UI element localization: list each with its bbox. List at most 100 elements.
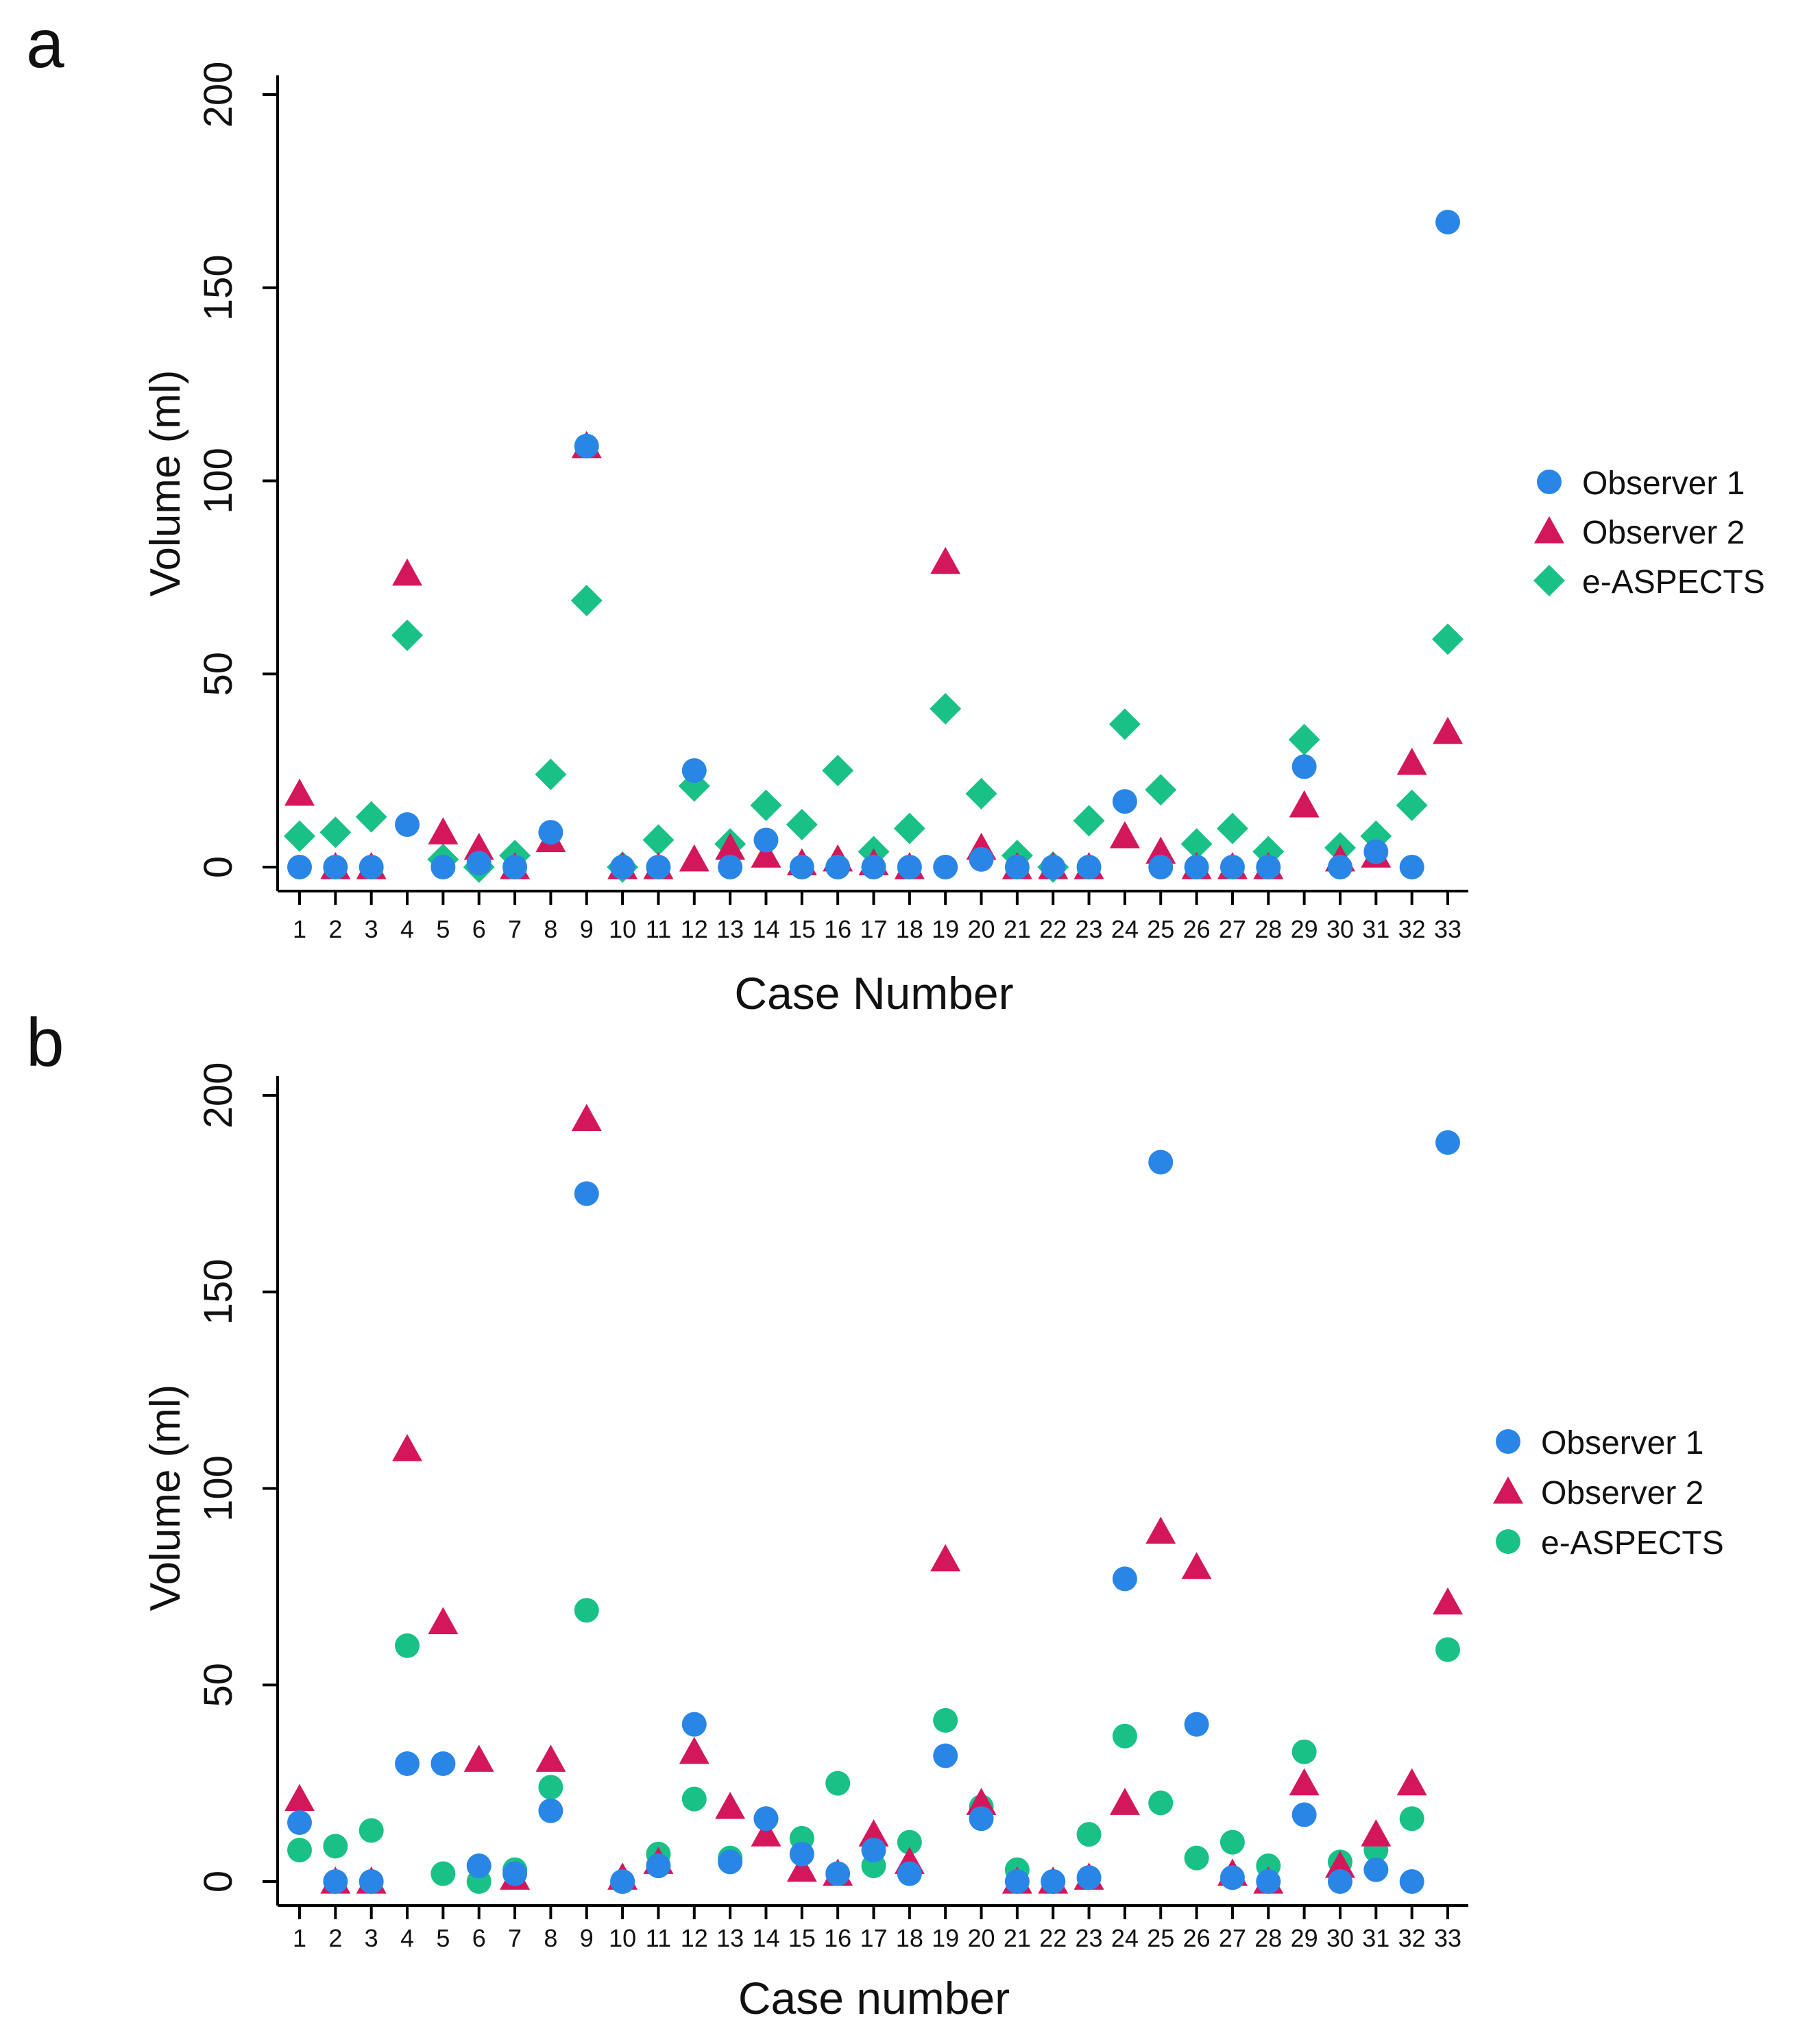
legend-marker bbox=[1533, 565, 1565, 596]
y-ticks: 0 50 100 150 200 bbox=[196, 1062, 278, 1893]
legend: Observer 1 Observer 2 e-ASPECTS bbox=[1493, 1425, 1724, 1561]
data-point bbox=[1184, 855, 1209, 879]
x-tick-label: 3 bbox=[365, 1924, 378, 1952]
y-tick-label: 200 bbox=[196, 1062, 241, 1129]
data-point bbox=[1289, 1768, 1320, 1796]
x-tick-label: 13 bbox=[716, 1924, 744, 1952]
data-point bbox=[1432, 623, 1464, 655]
x-tick-label: 13 bbox=[716, 915, 744, 943]
data-point bbox=[897, 1829, 922, 1855]
data-point bbox=[1148, 855, 1174, 879]
data-point bbox=[1184, 1845, 1209, 1871]
data-point bbox=[535, 758, 567, 790]
data-point bbox=[861, 1838, 886, 1863]
x-tick-label: 11 bbox=[646, 1924, 671, 1952]
data-point bbox=[1396, 789, 1428, 821]
x-tick-label: 29 bbox=[1291, 1924, 1318, 1952]
y-tick-label: 0 bbox=[196, 1871, 241, 1893]
data-point bbox=[571, 1104, 602, 1132]
data-point bbox=[969, 1806, 994, 1832]
x-tick-label: 26 bbox=[1183, 915, 1211, 943]
data-point bbox=[1041, 1869, 1066, 1894]
x-ticks: 1 2 3 4 5 6 7 8 9 10 11 12 13 14 15 16 17 18 19 20 21 22 23 24 2… bbox=[293, 891, 1461, 943]
data-point bbox=[1363, 1857, 1389, 1882]
data-point bbox=[1327, 855, 1352, 879]
x-tick-label: 27 bbox=[1219, 915, 1246, 943]
data-point bbox=[825, 1861, 851, 1886]
data-point bbox=[430, 1861, 456, 1886]
y-axis-label: Volume (ml) bbox=[142, 1385, 189, 1611]
data-point bbox=[463, 832, 494, 860]
x-tick-label: 12 bbox=[681, 915, 708, 943]
data-point bbox=[1219, 1865, 1245, 1890]
data-point bbox=[284, 1784, 315, 1812]
x-tick-label: 28 bbox=[1254, 1924, 1282, 1952]
legend-marker bbox=[1534, 516, 1564, 544]
data-point bbox=[502, 855, 528, 879]
data-point bbox=[1073, 805, 1105, 837]
data-point bbox=[1004, 855, 1030, 879]
data-point bbox=[323, 1869, 348, 1894]
data-point bbox=[1145, 836, 1176, 864]
y-tick-label: 100 bbox=[196, 448, 241, 514]
data-point bbox=[1396, 747, 1427, 775]
legend-label: e-ASPECTS bbox=[1582, 564, 1765, 600]
data-point bbox=[1216, 812, 1248, 844]
x-tick-label: 20 bbox=[968, 1924, 995, 1952]
data-point bbox=[1145, 1516, 1176, 1544]
x-tick-label: 21 bbox=[1004, 915, 1031, 943]
data-point bbox=[610, 855, 635, 879]
data-point bbox=[897, 855, 922, 879]
data-point bbox=[1288, 724, 1320, 756]
data-point bbox=[646, 855, 671, 879]
data-point bbox=[1433, 1587, 1463, 1615]
data-point bbox=[1361, 1819, 1392, 1847]
data-point bbox=[789, 1841, 814, 1866]
x-axis-label: Case Number bbox=[734, 968, 1013, 1019]
data-point bbox=[1108, 708, 1141, 740]
panel-a: a Volume (ml) Case Number 0 50 100 150 200 1… bbox=[26, 5, 1765, 1019]
x-tick-label: 20 bbox=[968, 915, 995, 943]
data-point bbox=[1396, 1768, 1427, 1796]
data-point bbox=[1435, 209, 1460, 234]
data-point bbox=[1435, 1130, 1460, 1155]
data-point bbox=[287, 1810, 312, 1835]
x-tick-label: 9 bbox=[580, 1924, 594, 1952]
data-point bbox=[1399, 855, 1424, 879]
data-point bbox=[1180, 828, 1213, 860]
data-point bbox=[610, 1869, 635, 1894]
data-point bbox=[933, 1707, 958, 1733]
data-point bbox=[751, 1819, 781, 1847]
data-point bbox=[750, 789, 782, 821]
x-tick-label: 33 bbox=[1434, 915, 1461, 943]
data-point bbox=[933, 1743, 958, 1768]
data-point bbox=[535, 1744, 566, 1772]
data-point bbox=[287, 855, 312, 879]
y-axis-label: Volume (ml) bbox=[142, 370, 189, 597]
x-tick-label: 2 bbox=[328, 1924, 342, 1952]
data-point bbox=[966, 1788, 997, 1815]
data-point bbox=[359, 1818, 384, 1843]
data-point bbox=[1291, 1802, 1317, 1827]
data-point bbox=[428, 817, 459, 844]
y-tick-label: 50 bbox=[196, 652, 241, 696]
x-tick-label: 9 bbox=[580, 915, 594, 943]
data-point bbox=[681, 1786, 707, 1812]
data-point bbox=[574, 433, 599, 459]
x-tick-label: 11 bbox=[646, 915, 671, 943]
x-tick-label: 23 bbox=[1076, 1924, 1103, 1952]
x-tick-label: 29 bbox=[1291, 915, 1318, 943]
data-point bbox=[1291, 754, 1317, 779]
data-point bbox=[1145, 774, 1177, 806]
data-point bbox=[753, 827, 779, 853]
data-point bbox=[930, 1544, 961, 1572]
x-tick-label: 15 bbox=[788, 915, 816, 943]
x-tick-label: 18 bbox=[896, 1924, 923, 1952]
data-point bbox=[1399, 1806, 1424, 1832]
x-tick-label: 1 bbox=[293, 1924, 306, 1952]
data-point bbox=[789, 855, 814, 879]
data-point bbox=[463, 1744, 494, 1772]
x-tick-label: 18 bbox=[896, 915, 923, 943]
x-tick-label: 12 bbox=[681, 1924, 708, 1952]
data-point bbox=[1076, 855, 1102, 879]
